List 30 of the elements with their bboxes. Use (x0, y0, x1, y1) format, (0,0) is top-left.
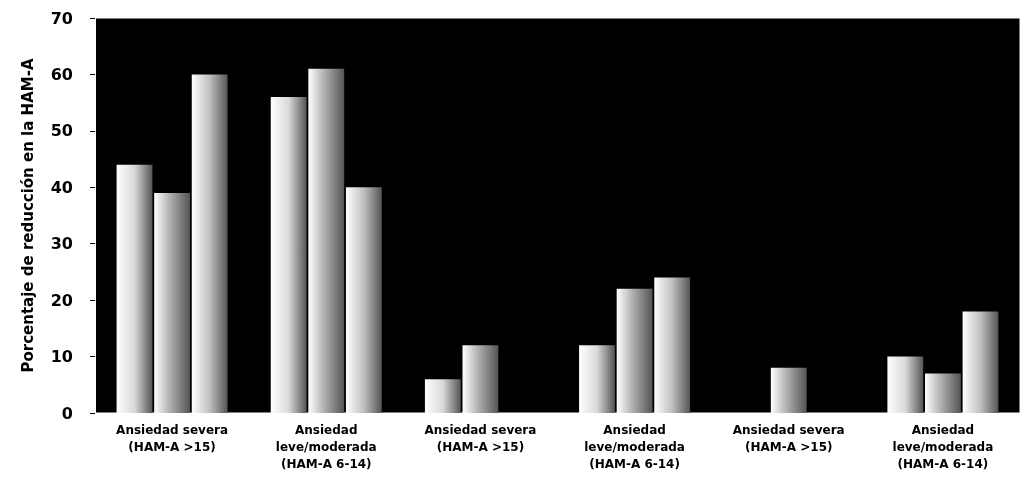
bar (345, 187, 382, 413)
bar (925, 373, 961, 413)
bar (270, 97, 307, 413)
bar (116, 164, 153, 413)
x-tick-label: Ansiedad severa (HAM-A >15) (732, 422, 845, 454)
y-tick-label: 50 (50, 121, 73, 141)
y-tick-label: 70 (50, 8, 73, 28)
bar (308, 68, 345, 413)
bar (154, 192, 190, 413)
y-tick-label: 30 (50, 234, 73, 254)
y-axis-title: Porcentaje de reducción en la HAM-A (18, 58, 37, 373)
x-tick-label: Ansiedad leve/moderada (HAM-A 6-14) (275, 422, 377, 471)
x-tick-label: Ansiedad severa (HAM-A >15) (116, 422, 229, 454)
bar (424, 379, 461, 413)
x-tick-label: Ansiedad leve/moderada (HAM-A 6-14) (584, 422, 685, 471)
bar (579, 345, 615, 413)
bar (462, 345, 499, 413)
bar (887, 356, 924, 413)
x-tick-label: Ansiedad leve/moderada (HAM-A 6-14) (892, 422, 994, 471)
x-tick-label: Ansiedad severa (HAM-A >15) (424, 422, 537, 454)
bar (191, 74, 228, 413)
y-tick-label: 60 (50, 64, 73, 84)
y-tick-label: 20 (50, 290, 73, 310)
bar (616, 288, 653, 413)
bar (770, 367, 807, 413)
y-tick-label: 0 (61, 403, 73, 423)
bar (654, 277, 691, 413)
bar (962, 311, 999, 413)
y-tick-label: 10 (50, 347, 73, 367)
y-tick-label: 40 (50, 177, 73, 197)
